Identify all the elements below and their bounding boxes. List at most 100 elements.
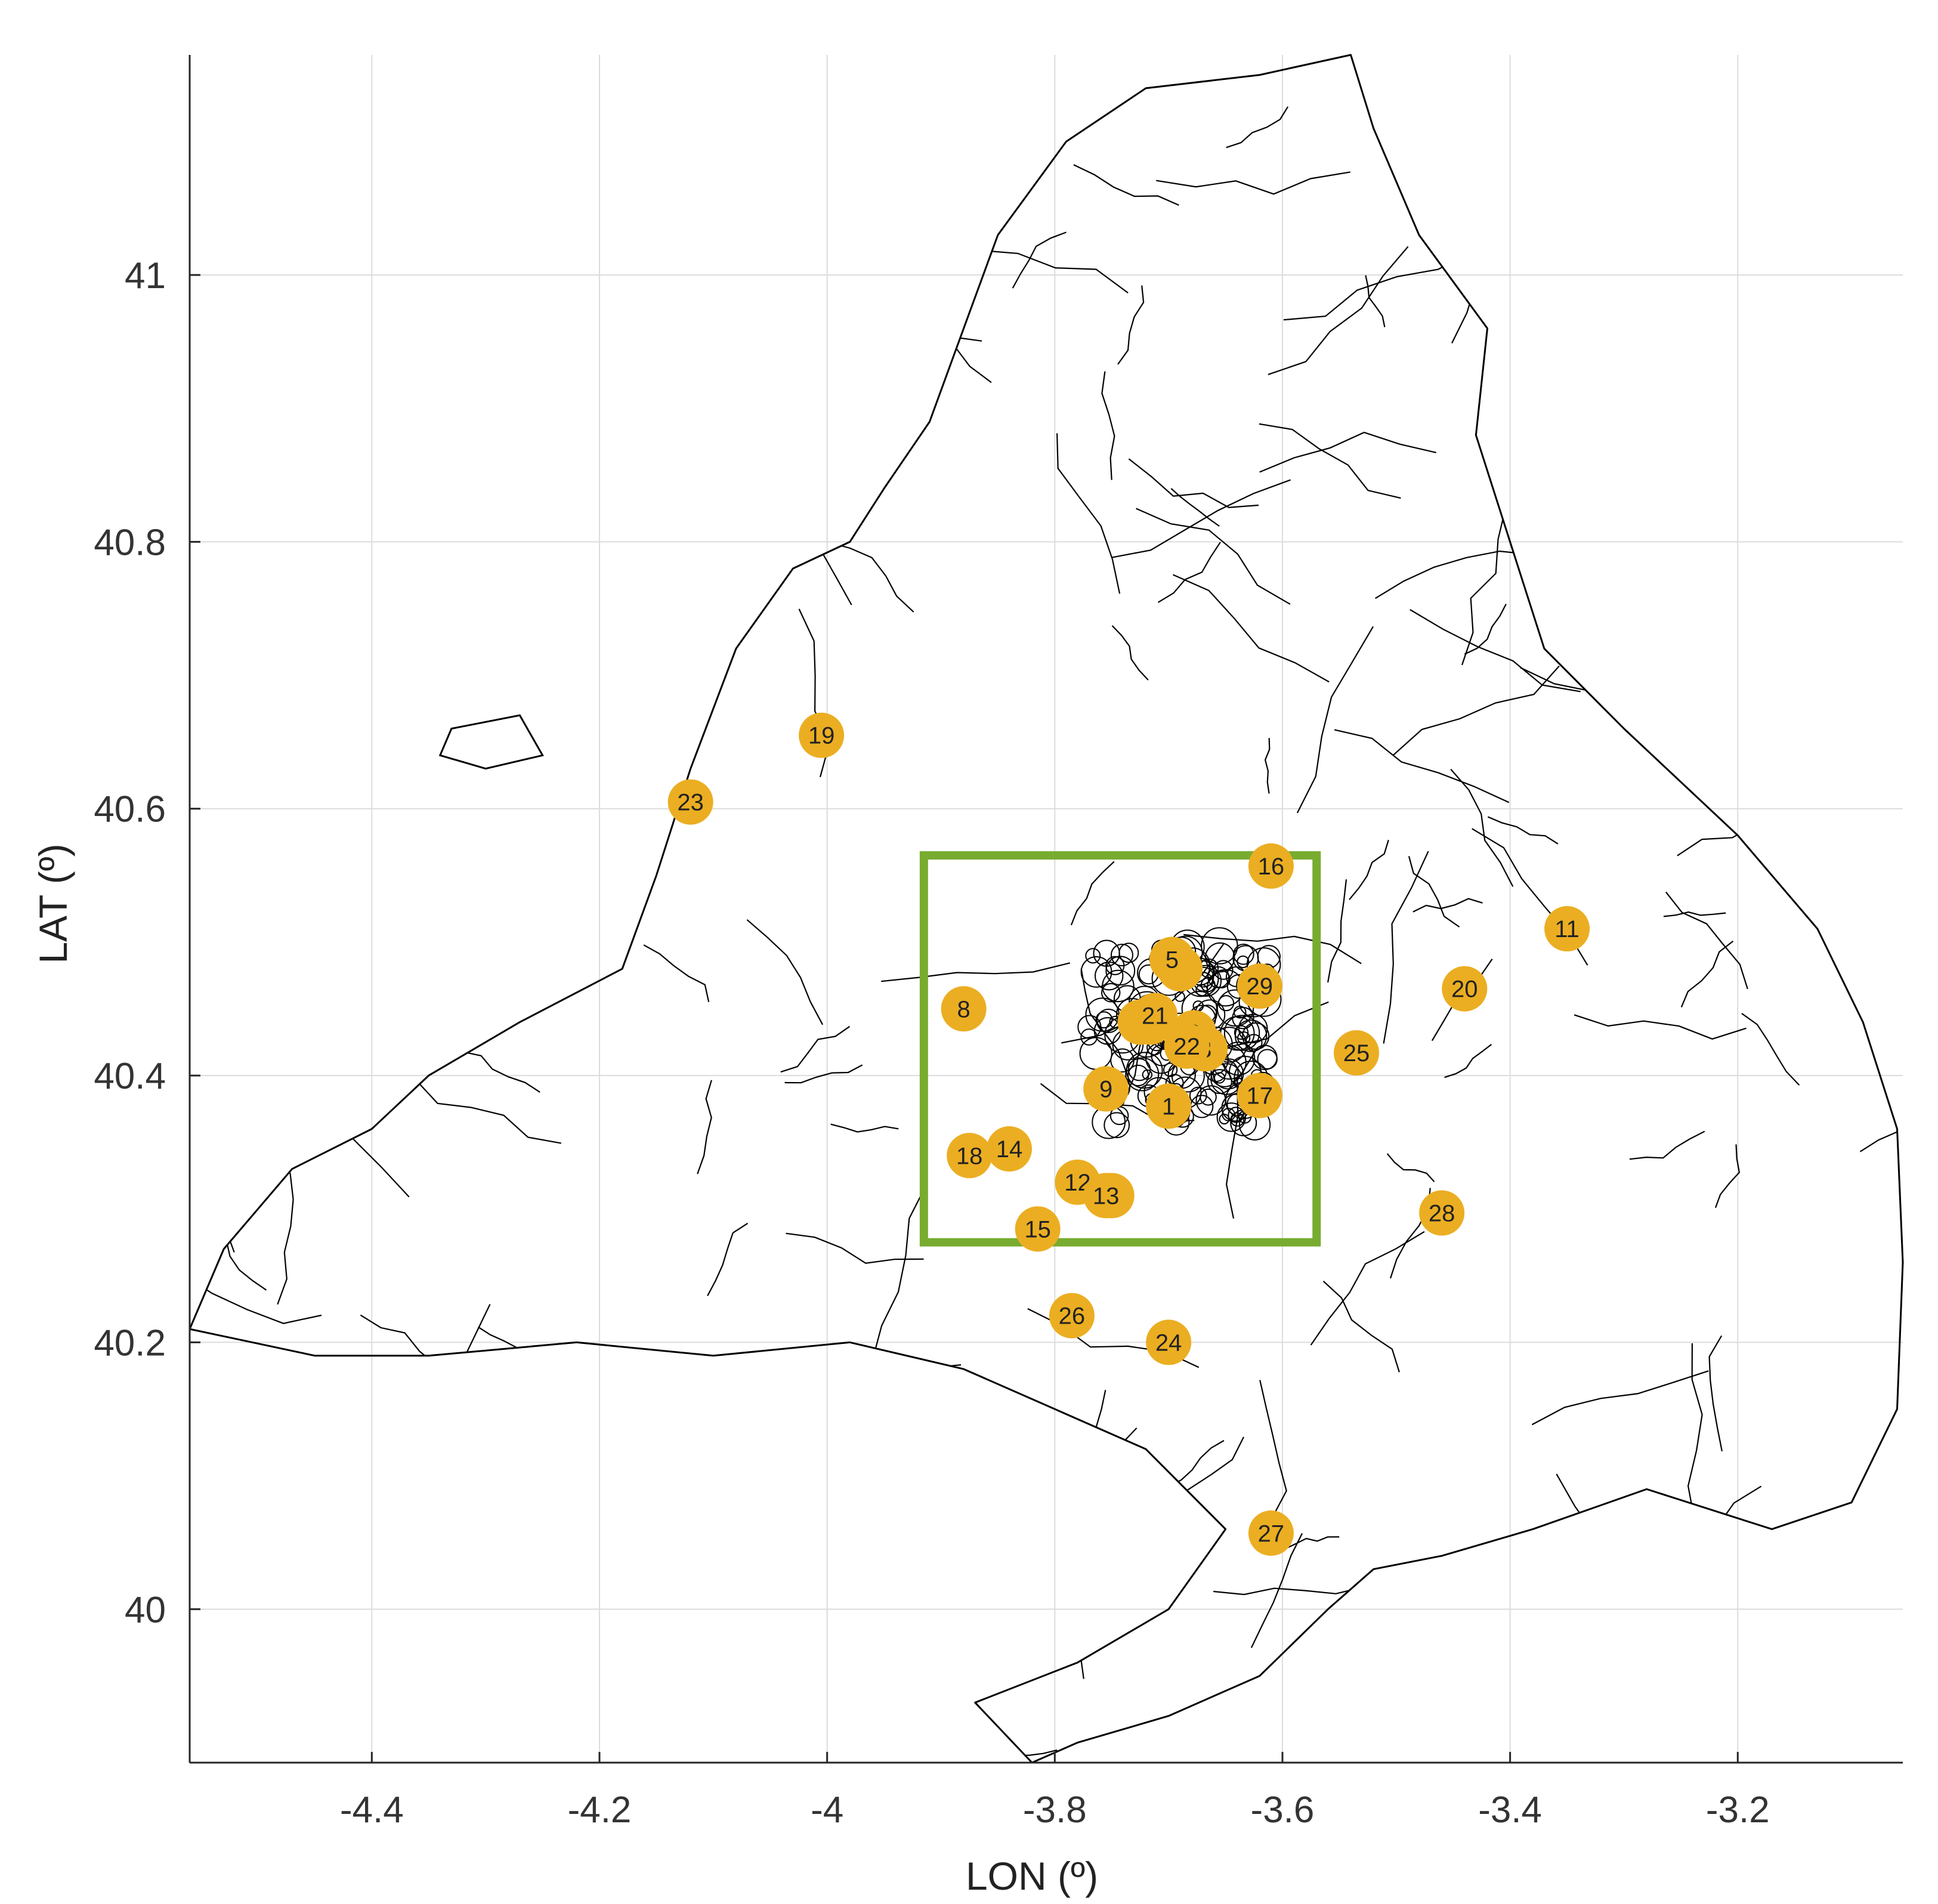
marker-label: 18 [956,1143,983,1169]
y-axis-label: LAT (º) [31,843,75,963]
urban-boundary [1189,1086,1207,1105]
municipal-boundary [944,227,1129,293]
station-marker: 20 [1442,966,1488,1012]
station-marker: 19 [799,712,845,758]
station-marker: 1 [1146,1083,1192,1129]
municipal-boundary [784,1064,863,1084]
municipal-boundary [1012,1427,1138,1524]
municipal-boundary [697,1080,712,1174]
municipal-boundary [830,1123,899,1133]
urban-boundary [1245,1034,1263,1052]
station-marker: 8 [941,986,987,1032]
urban-boundary [1252,1044,1278,1071]
municipal-boundary [1498,286,1703,307]
municipal-boundary [1285,1536,1340,1549]
municipal-boundary [1393,665,1560,756]
municipal-boundary [1365,275,1386,327]
municipal-boundary [1545,473,1631,595]
marker-dot [1248,843,1294,889]
urban-boundary [1163,1062,1178,1077]
municipal-boundary [1767,1726,1877,1762]
municipal-boundary [1822,246,1900,286]
station-marker: 17 [1237,1072,1282,1118]
marker-dot [1049,1293,1095,1339]
municipal-boundary [1763,499,1857,508]
station-marker: 29 [1237,963,1282,1009]
municipal-boundary [1859,1098,1903,1152]
municipal-boundary [772,299,828,481]
municipal-boundary [415,413,486,474]
municipal-boundary [246,55,258,84]
marker-label: 5 [1166,947,1179,973]
municipal-boundary [1487,816,1559,845]
urban-boundary [1105,956,1136,986]
municipal-boundary [1157,542,1221,603]
urban-boundary [1223,1015,1260,1051]
municipal-boundary [585,525,627,715]
marker-dot [1149,936,1195,982]
marker-label: 22 [1173,1034,1200,1060]
marker-dot [1146,1319,1192,1365]
municipal-boundary [437,84,495,214]
municipal-boundary [459,404,552,502]
urban-boundary [1110,944,1133,967]
municipal-boundary [1408,856,1460,928]
municipal-boundary [581,534,654,654]
urban-boundary [1104,1112,1130,1139]
urban-boundary [1190,1095,1214,1118]
municipal-boundary [1012,231,1067,289]
municipal-boundary [1741,1013,1800,1086]
municipal-boundary [1117,285,1145,365]
urban-boundary [1210,1063,1242,1095]
marker-label: 19 [808,723,835,749]
municipal-boundary [360,1314,463,1369]
municipal-boundary [786,1232,924,1264]
station-marker: 5 [1149,936,1195,982]
municipal-boundary [558,1548,584,1696]
municipal-boundary [1641,1532,1693,1574]
marker-label: 16 [1258,854,1285,880]
station-marker: 16 [1248,843,1294,889]
municipal-boundary [1056,433,1121,594]
municipal-boundary [1433,1576,1569,1586]
municipal-boundary [1665,891,1748,990]
station-marker: 25 [1334,1030,1380,1076]
marker-label: 23 [677,790,704,816]
municipal-boundary [1147,1436,1244,1522]
marker-dot [799,712,845,758]
municipal-boundary [1283,249,1475,321]
municipal-boundary [885,301,992,384]
marker-dot [1248,1510,1294,1556]
region-outline [188,54,1904,1764]
municipal-boundary [249,938,416,1047]
station-marker: 18 [947,1133,993,1179]
urban-boundary [1105,956,1125,975]
urban-boundary [1216,989,1254,1027]
municipal-boundary [1556,1473,1619,1645]
municipal-boundary [1708,1335,1723,1452]
municipal-boundary [827,541,914,613]
municipal-boundary [1327,879,1347,983]
x-tick-label: -4.2 [568,1789,632,1831]
municipal-boundary [1334,729,1510,803]
y-tick-label: 40.6 [94,789,166,830]
region-exclave [438,714,544,770]
axes-frame [188,55,1903,1764]
municipal-boundary [1383,851,1429,1044]
x-tick-label: -4 [811,1789,843,1831]
marker-dot [1442,966,1488,1012]
x-tick-label: -3.8 [1023,1789,1087,1831]
tick-labels: -4.4 -4.2 -4 -3.8 -3.6 -3.4 -3.2 40 40.2 40.4 40.6… [94,255,1769,1831]
municipal-boundary [1852,455,1903,583]
municipal-boundary [626,588,654,716]
marker-label: 17 [1247,1083,1274,1109]
station-marker: 15 [1015,1206,1061,1252]
urban-boundary [1127,1064,1149,1087]
municipal-boundary [1136,508,1291,605]
municipal-boundary [333,664,387,710]
marker-label: 8 [957,996,970,1022]
marker-dot [1083,1173,1129,1219]
municipal-boundary [558,244,718,301]
marker-label: 13 [1093,1183,1120,1209]
municipal-boundary [881,962,1071,982]
